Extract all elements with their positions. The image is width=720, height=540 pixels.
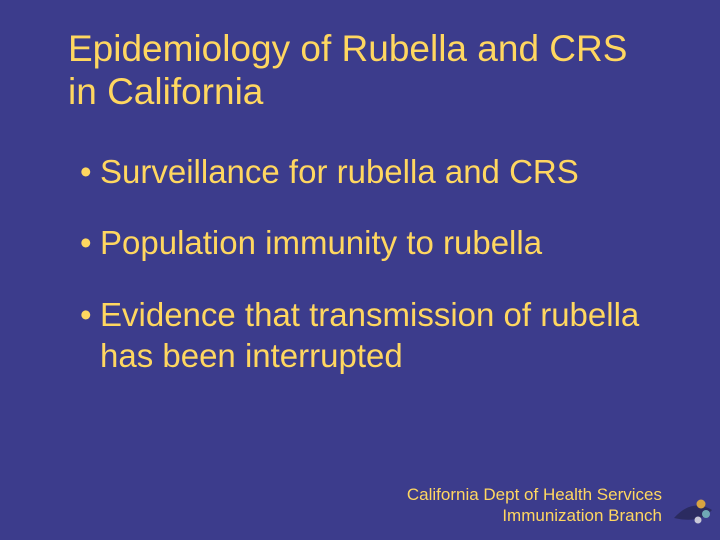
slide-title: Epidemiology of Rubella and CRS in Calif… (68, 28, 670, 113)
title-line-1: Epidemiology of Rubella and CRS (68, 28, 627, 69)
bullet-text: Evidence that transmission of rubella ha… (100, 296, 639, 374)
bullet-item: Population immunity to rubella (80, 222, 670, 263)
footer-attribution: California Dept of Health Services Immun… (407, 485, 662, 526)
title-line-2: in California (68, 71, 263, 112)
bullet-text: Surveillance for rubella and CRS (100, 153, 579, 190)
footer-line-1: California Dept of Health Services (407, 485, 662, 505)
bullet-item: Surveillance for rubella and CRS (80, 151, 670, 192)
branch-logo-icon (670, 490, 714, 534)
bullet-item: Evidence that transmission of rubella ha… (80, 294, 670, 377)
bullet-text: Population immunity to rubella (100, 224, 542, 261)
footer-line-2: Immunization Branch (407, 506, 662, 526)
bullet-list: Surveillance for rubella and CRS Populat… (50, 151, 670, 376)
slide: Epidemiology of Rubella and CRS in Calif… (0, 0, 720, 540)
